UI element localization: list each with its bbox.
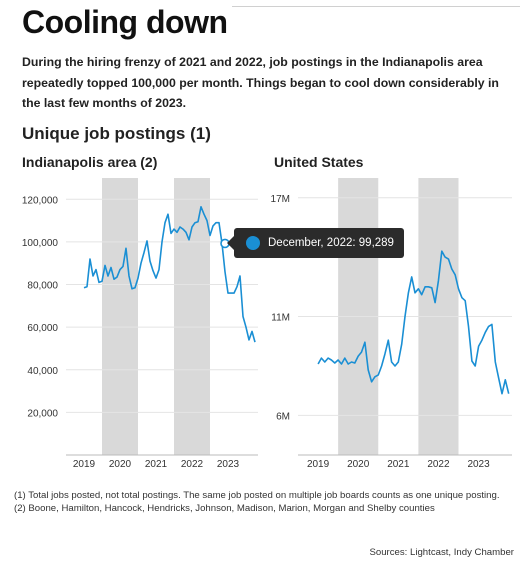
tooltip-text: December, 2022: 99,289 <box>268 237 394 249</box>
us-x-tick-label: 2021 <box>387 459 410 470</box>
indianapolis-y-tick-label: 120,000 <box>22 195 59 206</box>
indianapolis-x-tick-label: 2022 <box>181 459 204 470</box>
us-y-tick-label: 6M <box>276 411 290 422</box>
us-x-tick-label: 2019 <box>307 459 330 470</box>
chart-subtitle: Unique job postings (1) <box>22 124 211 143</box>
indianapolis-x-tick-label: 2023 <box>217 459 240 470</box>
tooltip-arrow <box>227 236 234 250</box>
indianapolis-y-tick-label: 20,000 <box>27 408 58 419</box>
footnotes: (1) Total jobs posted, not total posting… <box>14 490 514 515</box>
us-y-tick-label: 11M <box>271 313 290 324</box>
us-panel-title: United States <box>274 154 364 170</box>
indianapolis-shaded-band-1 <box>174 178 211 455</box>
page-title: Cooling down <box>22 4 228 40</box>
indianapolis-panel-title: Indianapolis area (2) <box>22 154 158 170</box>
source-credit: Sources: Lightcast, Indy Chamber <box>369 547 514 558</box>
us-x-tick-label: 2022 <box>427 459 450 470</box>
footnote-1: (1) Total jobs posted, not total posting… <box>14 490 500 501</box>
indianapolis-y-tick-label: 60,000 <box>27 323 58 334</box>
tooltip-dot-icon <box>246 236 260 250</box>
indianapolis-series-line <box>83 206 256 343</box>
indianapolis-x-tick-label: 2021 <box>145 459 168 470</box>
footnote-2: (2) Boone, Hamilton, Hancock, Hendricks,… <box>14 502 435 514</box>
top-divider <box>232 6 520 7</box>
indianapolis-shaded-band-0 <box>102 178 139 455</box>
indianapolis-y-tick-label: 40,000 <box>27 366 58 377</box>
intro-text: During the hiring frenzy of 2021 and 202… <box>22 55 499 110</box>
us-x-tick-label: 2020 <box>347 459 370 470</box>
indianapolis-y-tick-label: 80,000 <box>27 281 58 292</box>
charts-svg: 20,000 40,000 60,000 80,000 100,000 120,000 20… <box>22 178 512 470</box>
us-x-tick-label: 2023 <box>467 459 490 470</box>
indianapolis-y-tick-label: 100,000 <box>22 238 59 249</box>
us-y-tick-label: 17M <box>271 194 290 205</box>
data-tooltip: December, 2022: 99,289 <box>227 228 404 258</box>
indianapolis-x-tick-label: 2019 <box>73 459 96 470</box>
us-series-line <box>317 250 510 395</box>
indianapolis-x-tick-label: 2020 <box>109 459 132 470</box>
